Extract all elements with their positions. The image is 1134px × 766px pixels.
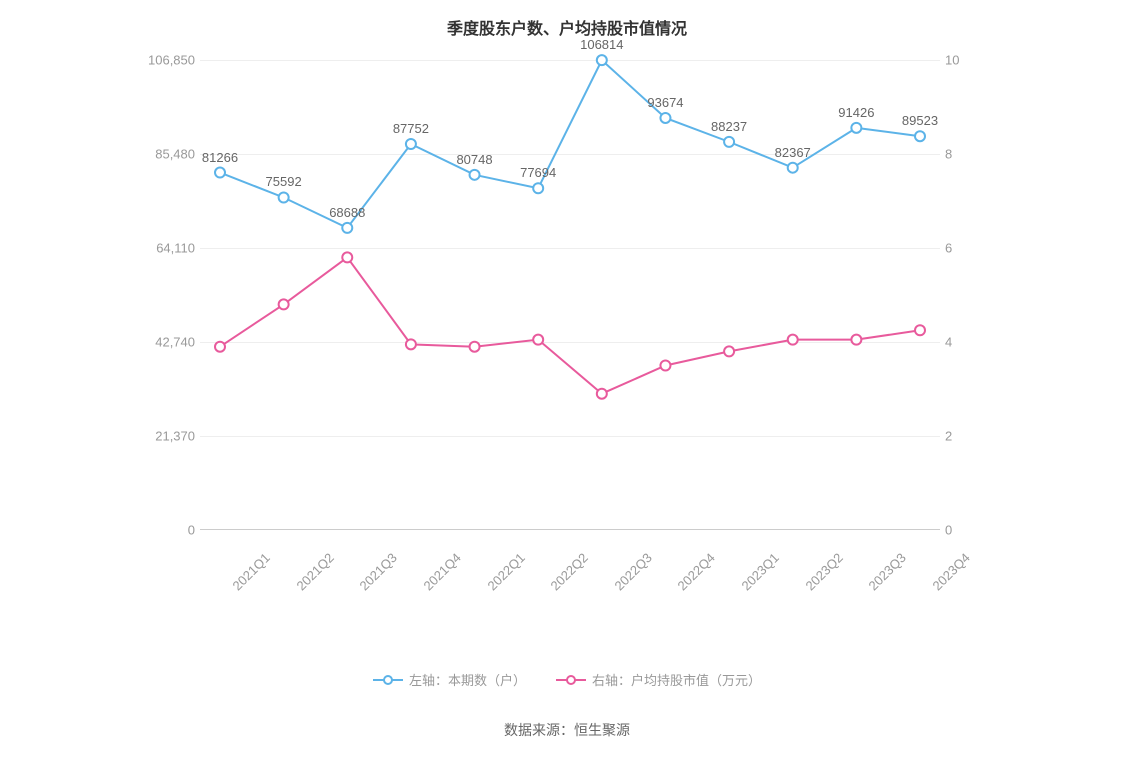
series-marker[interactable] <box>533 335 543 345</box>
legend-label: 左轴：本期数（户） <box>409 670 526 689</box>
y-axis-left: 021,37042,74064,11085,480106,850 <box>140 60 195 530</box>
x-tick-label: 2021Q2 <box>293 550 336 593</box>
x-tick-label: 2023Q1 <box>739 550 782 593</box>
y-left-tick-label: 85,480 <box>155 147 195 162</box>
series-marker[interactable] <box>724 346 734 356</box>
series-marker[interactable] <box>597 55 607 65</box>
series-marker[interactable] <box>724 137 734 147</box>
series-marker[interactable] <box>660 113 670 123</box>
series-marker[interactable] <box>851 123 861 133</box>
series-marker[interactable] <box>406 339 416 349</box>
chart-title: 季度股东户数、户均持股市值情况 <box>0 15 1134 39</box>
legend-line-icon <box>373 673 403 687</box>
legend-label: 右轴：户均持股市值（万元） <box>592 670 761 689</box>
y-right-tick-label: 2 <box>945 429 952 444</box>
data-point-label: 77694 <box>520 165 556 180</box>
y-right-tick-label: 6 <box>945 241 952 256</box>
series-marker[interactable] <box>215 342 225 352</box>
series-marker[interactable] <box>660 361 670 371</box>
x-tick-label: 2022Q1 <box>484 550 527 593</box>
series-marker[interactable] <box>915 131 925 141</box>
data-source: 数据来源：恒生聚源 <box>0 720 1134 740</box>
y-left-tick-label: 0 <box>188 523 195 538</box>
data-point-label: 82367 <box>775 145 811 160</box>
x-tick-label: 2021Q3 <box>357 550 400 593</box>
legend: 左轴：本期数（户） 右轴：户均持股市值（万元） <box>0 670 1134 689</box>
plot-area: 8126675592686888775280748776941068149367… <box>200 60 940 530</box>
chart-container: 季度股东户数、户均持股市值情况 0 21,370 42,740 64,110 85,48… <box>0 0 1134 766</box>
series-marker[interactable] <box>851 335 861 345</box>
series-line <box>220 257 920 393</box>
y-axis-right: 0246810 <box>945 60 985 530</box>
series-marker[interactable] <box>788 335 798 345</box>
x-tick-label: 2023Q3 <box>866 550 909 593</box>
x-tick-label: 2022Q4 <box>675 550 718 593</box>
y-right-tick-label: 4 <box>945 335 952 350</box>
chart-svg <box>200 60 940 530</box>
series-marker[interactable] <box>406 139 416 149</box>
series-marker[interactable] <box>215 168 225 178</box>
series-marker[interactable] <box>597 389 607 399</box>
series-marker[interactable] <box>915 325 925 335</box>
x-tick-label: 2022Q3 <box>611 550 654 593</box>
y-right-tick-label: 8 <box>945 147 952 162</box>
x-tick-label: 2022Q2 <box>548 550 591 593</box>
data-point-label: 80748 <box>456 152 492 167</box>
x-tick-label: 2021Q1 <box>230 550 273 593</box>
data-point-label: 75592 <box>266 174 302 189</box>
data-point-label: 87752 <box>393 121 429 136</box>
legend-line-icon <box>556 673 586 687</box>
y-left-tick-label: 42,740 <box>155 335 195 350</box>
series-line <box>220 60 920 228</box>
y-left-tick-label: 64,110 <box>156 241 195 256</box>
series-marker[interactable] <box>279 192 289 202</box>
x-baseline <box>200 529 940 530</box>
series-marker[interactable] <box>470 170 480 180</box>
legend-item-series1[interactable]: 左轴：本期数（户） <box>373 670 526 689</box>
data-point-label: 89523 <box>902 113 938 128</box>
data-point-label: 81266 <box>202 150 238 165</box>
y-left-tick-label: 106,850 <box>148 53 195 68</box>
x-tick-label: 2023Q4 <box>930 550 973 593</box>
series-marker[interactable] <box>533 183 543 193</box>
data-point-label: 91426 <box>838 105 874 120</box>
x-tick-label: 2023Q2 <box>802 550 845 593</box>
x-tick-label: 2021Q4 <box>420 550 463 593</box>
series-marker[interactable] <box>788 163 798 173</box>
data-point-label: 88237 <box>711 119 747 134</box>
series-marker[interactable] <box>279 299 289 309</box>
x-axis: 2021Q1 2021Q2 2021Q3 2021Q4 2022Q1 2022Q2 2022… <box>200 535 940 615</box>
series-marker[interactable] <box>342 252 352 262</box>
data-point-label: 93674 <box>647 95 683 110</box>
y-right-tick-label: 0 <box>945 523 952 538</box>
y-left-tick-label: 21,370 <box>155 429 195 444</box>
series-marker[interactable] <box>470 342 480 352</box>
y-right-tick-label: 10 <box>945 53 959 68</box>
legend-item-series2[interactable]: 右轴：户均持股市值（万元） <box>556 670 761 689</box>
data-point-label: 106814 <box>580 37 623 52</box>
series-marker[interactable] <box>342 223 352 233</box>
data-point-label: 68688 <box>329 205 365 220</box>
